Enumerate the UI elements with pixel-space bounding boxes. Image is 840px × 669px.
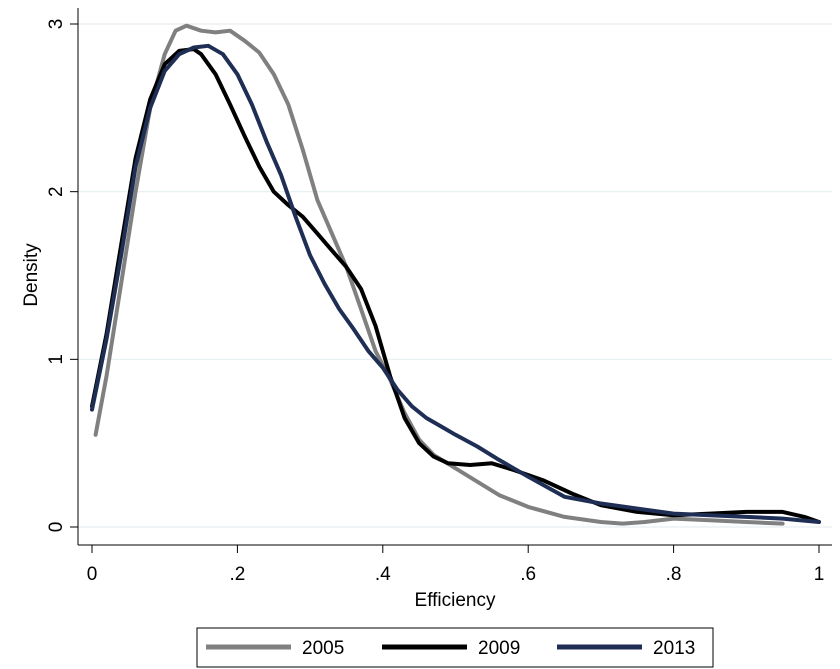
x-axis-title: Efficiency <box>415 590 496 611</box>
series-lines <box>90 23 821 526</box>
y-axis-title: Density <box>21 243 42 307</box>
axes: 0 1 2 3 0 .2 .4 .6 .8 1 <box>46 8 832 585</box>
x-tick-label: .8 <box>666 564 682 585</box>
x-tick-label: .6 <box>520 564 536 585</box>
x-tick-label: 0 <box>87 564 98 585</box>
legend-label-2005: 2005 <box>302 638 344 659</box>
series-line-2005 <box>93 23 785 526</box>
y-tick-label: 3 <box>46 19 67 30</box>
x-tick-label: 1 <box>814 564 825 585</box>
y-tick-label: 2 <box>46 186 67 197</box>
x-tick-label: .4 <box>375 564 391 585</box>
y-tick-label: 1 <box>46 354 67 365</box>
legend-label-2013: 2013 <box>653 638 695 659</box>
legend-label-2009: 2009 <box>478 638 520 659</box>
x-tick-label: .2 <box>229 564 245 585</box>
series-line-2013 <box>90 43 821 524</box>
legend: 2005 2009 2013 <box>196 627 714 668</box>
y-tick-label: 0 <box>46 522 67 533</box>
series-line-2009 <box>90 47 821 524</box>
gridlines <box>78 23 832 528</box>
